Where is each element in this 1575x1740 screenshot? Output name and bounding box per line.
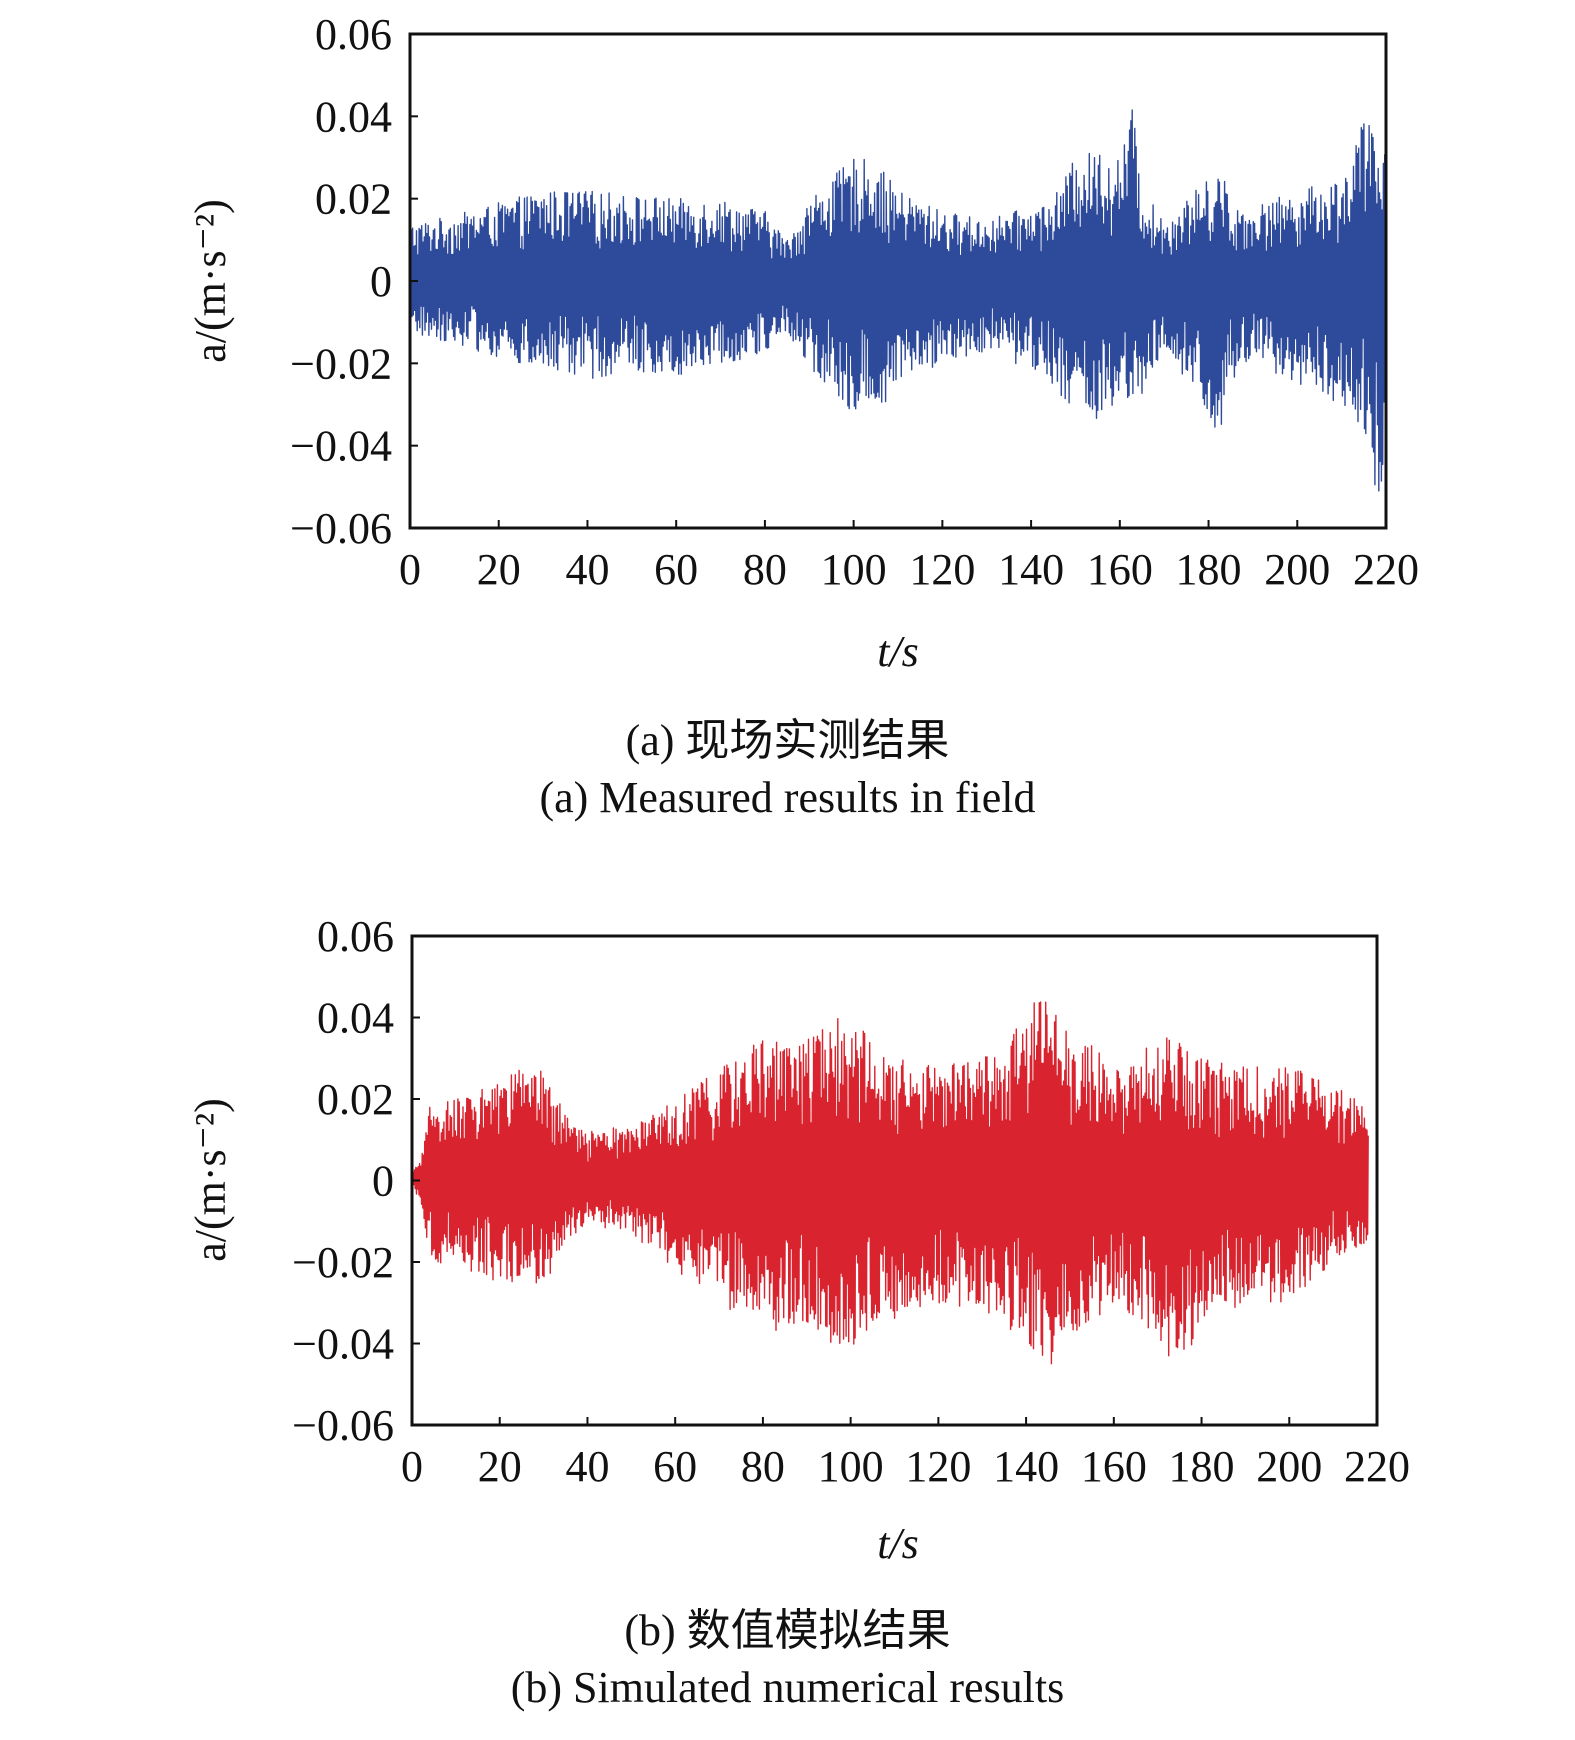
x-tick-label-a-2: 40 [565,545,609,594]
caption-a-en: (a) Measured results in field [539,773,1036,822]
caption-b-en: (b) Simulated numerical results [510,1663,1065,1712]
y-tick-label-a-0: 0.06 [315,10,392,59]
panel-b: 0 20 40 60 80 100 120 140 160 180 200 220 0.06 0.04 0.… [0,900,1575,1740]
x-tick-label-b-7: 140 [993,1442,1059,1491]
chart-a: 0 20 40 60 80 100 120 140 160 180 200 220 0.06 0.04 0.… [186,10,1419,676]
axis-ticks-a: 0 20 40 60 80 100 120 140 160 180 200 220 0.06 0.04 0.… [290,10,1419,594]
axis-ticks-b: 0 20 40 60 80 100 120 140 160 180 200 220 0.06 0.04 0.… [292,912,1410,1491]
y-tick-label-b-4: −0.02 [292,1238,394,1287]
y-tick-label-a-1: 0.04 [315,92,392,141]
plot-area-a [409,109,1387,492]
x-tick-label-a-8: 160 [1087,545,1153,594]
x-tick-label-b-1: 20 [478,1442,522,1491]
x-tick-label-b-8: 160 [1081,1442,1147,1491]
x-tick-label-a-1: 20 [477,545,521,594]
y-tick-label-a-4: −0.02 [290,339,392,388]
x-tick-label-b-9: 180 [1169,1442,1235,1491]
x-tick-label-b-4: 80 [741,1442,785,1491]
x-tick-label-b-0: 0 [401,1442,423,1491]
x-tick-label-b-10: 200 [1256,1442,1322,1491]
x-tick-label-b-5: 100 [818,1442,884,1491]
y-tick-label-a-5: −0.04 [290,422,392,471]
caption-a-cn: (a) 现场实测结果 [625,716,950,765]
x-tick-label-a-3: 60 [654,545,698,594]
x-tick-label-a-5: 100 [821,545,887,594]
y-tick-label-b-5: −0.04 [292,1320,394,1369]
x-tick-label-a-6: 120 [909,545,975,594]
series-a-0-line [409,109,1387,492]
x-tick-label-b-3: 60 [653,1442,697,1491]
x-tick-label-a-10: 200 [1264,545,1330,594]
series-b-0-line [411,1001,1369,1365]
y-tick-label-b-2: 0.02 [317,1075,394,1124]
y-tick-label-a-3: 0 [370,257,392,306]
y-tick-label-b-1: 0.04 [317,994,394,1043]
y-tick-label-a-6: −0.06 [290,504,392,553]
x-tick-label-b-2: 40 [565,1442,609,1491]
x-tick-label-a-9: 180 [1176,545,1242,594]
x-tick-label-a-4: 80 [743,545,787,594]
panel-a: 0 20 40 60 80 100 120 140 160 180 200 220 0.06 0.04 0.… [0,0,1575,860]
xlabel-a: t/s [877,627,919,676]
x-tick-label-a-0: 0 [399,545,421,594]
x-tick-label-b-6: 120 [905,1442,971,1491]
x-tick-label-a-7: 140 [998,545,1064,594]
chart-b: 0 20 40 60 80 100 120 140 160 180 200 220 0.06 0.04 0.… [186,912,1410,1568]
x-tick-label-b-11: 220 [1344,1442,1410,1491]
ylabel-b: a/(m·s⁻²) [186,1098,235,1261]
xlabel-b: t/s [877,1519,919,1568]
y-tick-label-b-3: 0 [372,1157,394,1206]
y-tick-label-b-6: −0.06 [292,1401,394,1450]
caption-b-cn: (b) 数值模拟结果 [624,1606,951,1655]
x-tick-label-a-11: 220 [1353,545,1419,594]
y-tick-label-a-2: 0.02 [315,175,392,224]
plot-area-b [411,1001,1369,1365]
ylabel-a: a/(m·s⁻²) [186,199,235,362]
y-tick-label-b-0: 0.06 [317,912,394,961]
